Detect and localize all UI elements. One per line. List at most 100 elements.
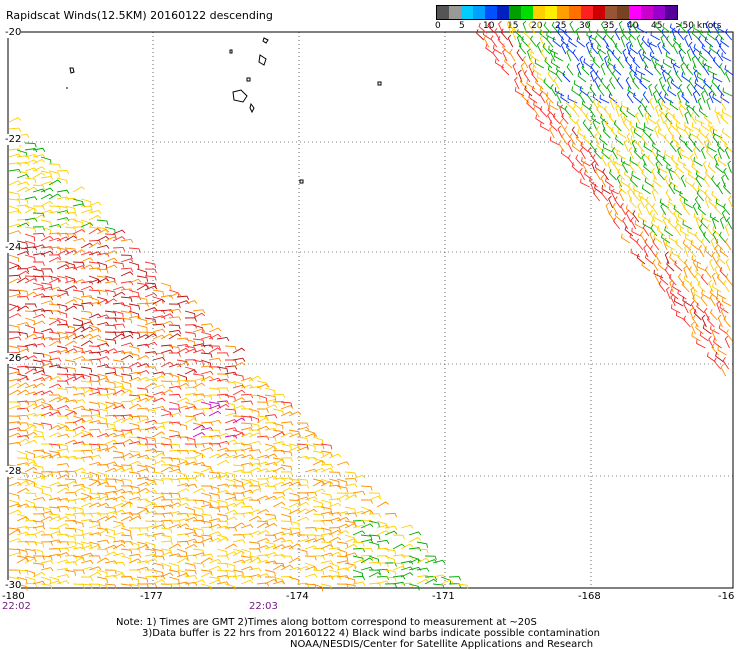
wind-barb	[555, 70, 563, 83]
wind-barb	[336, 530, 350, 536]
wind-barb	[216, 581, 230, 586]
wind-barb	[200, 583, 212, 591]
wind-barb	[675, 239, 684, 251]
wind-barb	[272, 459, 286, 466]
wind-barb	[120, 431, 134, 438]
wind-barb	[627, 188, 633, 202]
wind-barb	[120, 414, 134, 419]
wind-barb	[136, 418, 150, 424]
wind-barb	[714, 265, 720, 279]
wind-barb	[144, 320, 158, 326]
wind-barb	[714, 244, 721, 258]
legend-swatch	[593, 6, 605, 19]
wind-barb	[703, 175, 710, 188]
wind-barb	[678, 99, 687, 111]
wind-barb	[56, 433, 70, 438]
wind-barb	[304, 496, 318, 501]
wind-barb	[543, 21, 552, 34]
wind-barb	[600, 174, 607, 188]
wind-barb	[344, 552, 358, 557]
island-outline	[258, 54, 267, 66]
wind-barb	[280, 471, 293, 476]
wind-barb	[48, 224, 62, 229]
wind-barb	[8, 538, 22, 543]
wind-barb	[104, 331, 117, 337]
wind-barb	[672, 113, 681, 125]
wind-barb	[232, 501, 246, 508]
wind-barb	[668, 233, 679, 244]
wind-barb	[120, 452, 134, 459]
wind-barb	[531, 70, 539, 83]
wind-barb	[620, 202, 627, 216]
wind-barb	[192, 424, 206, 431]
wind-barb	[24, 431, 38, 438]
wind-barb	[674, 168, 681, 181]
wind-barb	[594, 76, 600, 90]
wind-barb	[8, 117, 22, 123]
wind-barb	[80, 280, 94, 285]
wind-barb	[48, 375, 62, 382]
wind-barb	[312, 583, 323, 592]
wind-barb	[32, 525, 46, 530]
wind-barb	[658, 91, 666, 104]
wind-barb	[8, 421, 22, 426]
wind-barb	[613, 161, 620, 174]
wind-barb	[582, 119, 590, 132]
wind-barb	[32, 520, 45, 527]
wind-barb	[120, 438, 134, 445]
wind-barb	[392, 581, 406, 586]
wind-barb	[500, 28, 509, 41]
wind-barb	[634, 220, 645, 230]
wind-barb	[662, 43, 671, 55]
wind-barb	[128, 352, 140, 360]
wind-barb	[620, 101, 631, 111]
wind-barb	[144, 285, 158, 291]
wind-barb	[32, 382, 46, 389]
wind-barb	[679, 21, 688, 34]
wind-barb	[96, 321, 110, 327]
wind-barb	[700, 146, 706, 160]
wind-barb	[168, 443, 181, 449]
wind-barb	[208, 327, 222, 333]
wind-barb	[176, 518, 190, 523]
wind-barb	[48, 396, 62, 403]
wind-barb	[248, 457, 261, 464]
wind-barb	[208, 579, 222, 585]
wind-barb	[8, 499, 20, 508]
wind-barb	[56, 331, 69, 338]
wind-barb	[611, 49, 620, 62]
wind-barb	[722, 357, 730, 370]
wind-barb	[104, 289, 116, 296]
wind-barb	[128, 427, 142, 432]
wind-barb	[136, 428, 150, 433]
wind-barb	[144, 408, 157, 415]
wind-barb	[651, 203, 659, 216]
wind-barb	[200, 352, 213, 358]
wind-barb	[120, 541, 134, 546]
wind-barb	[72, 289, 85, 296]
wind-barb	[128, 397, 142, 403]
wind-barb	[48, 443, 61, 449]
wind-barb	[684, 177, 694, 188]
wind-barb	[549, 136, 560, 146]
wind-barb	[32, 464, 44, 472]
wind-barb	[693, 140, 701, 153]
wind-barb	[288, 543, 302, 550]
wind-barb	[184, 300, 198, 305]
wind-barb	[643, 142, 653, 153]
wind-barb	[658, 76, 664, 90]
wind-barb	[96, 443, 109, 450]
wind-barb	[104, 257, 118, 263]
wind-barb	[24, 541, 37, 546]
wind-barb	[681, 72, 691, 83]
wind-barb	[16, 503, 30, 508]
wind-barb	[320, 560, 334, 565]
wind-barb	[264, 422, 278, 427]
wind-barb	[352, 510, 366, 515]
wind-barb	[184, 386, 198, 391]
wind-barb	[256, 537, 270, 543]
wind-barb	[610, 188, 617, 202]
wind-barb	[112, 569, 124, 577]
wind-barb	[128, 371, 142, 376]
wind-barb	[72, 279, 86, 284]
